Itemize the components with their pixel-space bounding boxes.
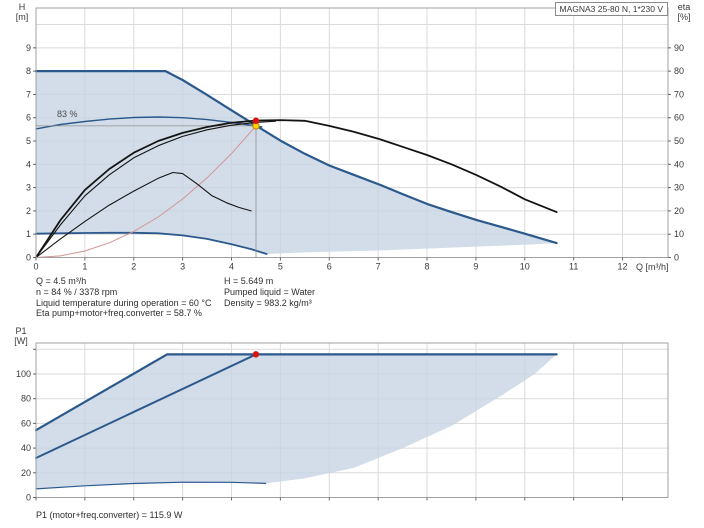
duty-head-text: H = 5.649 m	[224, 276, 274, 286]
y-axis-tick-label: 40	[21, 443, 31, 453]
eta-axis-tick-label: 80	[674, 66, 684, 76]
eta-axis-tick-label: 40	[674, 159, 684, 169]
p1-axis-title: P1 [W]	[8, 326, 34, 346]
duty-point-eta	[252, 117, 260, 124]
y-axis-tick-label: 8	[26, 66, 31, 76]
duty-info-right: H = 5.649 m Pumped liquid = Water Densit…	[224, 276, 315, 308]
speed-curve-label: 83 %	[57, 109, 78, 119]
duty-flow-text: Q = 4.5 m³/h	[36, 276, 87, 286]
eta-total-curve	[35, 119, 558, 259]
eta-axis-tick-label: 0	[674, 253, 679, 263]
eta-axis-tick-label: 60	[674, 113, 684, 123]
y-axis-tick-label: 80	[21, 394, 31, 404]
q-axis-unit-label: Q [m³/h]	[636, 262, 669, 272]
eta-axis-tick-label: 90	[674, 43, 684, 53]
eta-axis-tick-label: 20	[674, 206, 684, 216]
x-axis-tick-label: 5	[278, 262, 283, 272]
density-text: Density = 983.2 kg/m³	[224, 297, 312, 308]
x-axis-tick-label: 0	[33, 262, 38, 272]
y-axis-tick-label: 6	[26, 113, 31, 123]
p1-axis-title-symbol: P1	[15, 326, 27, 336]
x-axis-tick-label: 12	[618, 262, 628, 272]
x-axis-tick-label: 4	[229, 262, 234, 272]
p1-max-speed-curve	[34, 353, 558, 432]
y-axis-tick-label: 3	[26, 183, 31, 193]
x-axis-tick-label: 8	[425, 262, 430, 272]
max-speed-curve	[34, 70, 558, 245]
pumped-liquid-text: Pumped liquid = Water	[224, 286, 315, 297]
x-axis-tick-label: 9	[473, 262, 478, 272]
eta-axis-title: eta [%]	[671, 2, 697, 22]
p1-axis-title-unit: [W]	[14, 336, 28, 346]
y-axis-tick-label: 0	[26, 253, 31, 263]
duty-efficiency-text: Eta pump+motor+freq.converter = 58.7 %	[36, 308, 202, 319]
duty-speed-text: n = 84 % / 3378 rpm	[36, 286, 118, 297]
plot-border	[35, 7, 669, 258]
duty-info-left: Q = 4.5 m³/h n = 84 % / 3378 rpm Liquid …	[36, 276, 211, 319]
p1-current-speed-curve	[35, 353, 257, 459]
pump-title-box: MAGNA3 25-80 N, 1*230 V	[554, 2, 668, 16]
y-axis-tick-label: 1	[26, 229, 31, 239]
eta-pump-curve	[35, 120, 277, 259]
x-axis-tick-label: 7	[376, 262, 381, 272]
liquid-temperature-text: Liquid temperature during operation = 60…	[36, 297, 212, 308]
h-axis-title-unit: [m]	[15, 12, 29, 22]
min-speed-curve	[35, 231, 268, 255]
y-axis-tick-label: 60	[21, 418, 31, 428]
eta-reduced-speed-curve	[35, 171, 252, 259]
y-axis-tick-label: 5	[26, 136, 31, 146]
eta-axis-title-unit: [%]	[677, 12, 691, 22]
h-axis-title-symbol: H	[18, 2, 26, 12]
p1-min-speed-curve	[35, 481, 267, 490]
p1-envelope-fill	[36, 354, 557, 489]
x-axis-tick-label: 11	[569, 262, 578, 272]
y-axis-tick-label: 100	[16, 369, 31, 379]
x-axis-tick-label: 2	[131, 262, 136, 272]
duty-point-p1	[252, 351, 260, 358]
y-axis-tick-label: 20	[21, 468, 31, 478]
y-axis-tick-label: 4	[26, 159, 31, 169]
p1-reading-text: P1 (motor+freq.converter) = 115.9 W	[36, 510, 183, 520]
plot-border	[35, 342, 669, 498]
y-axis-tick-label: 2	[26, 206, 31, 216]
y-axis-tick-label: 0	[26, 493, 31, 503]
x-axis-tick-label: 6	[327, 262, 332, 272]
eta-axis-tick-label: 70	[674, 89, 684, 99]
system-curve	[35, 125, 257, 258]
operating-envelope-fill	[36, 71, 557, 254]
y-axis-tick-label: 9	[26, 43, 31, 53]
x-axis-tick-label: 10	[520, 262, 530, 272]
eta-axis-tick-label: 30	[674, 183, 684, 193]
y-axis-tick-label: 7	[26, 89, 31, 99]
x-axis-tick-label: 1	[82, 262, 87, 272]
h-axis-title: H [m]	[10, 2, 34, 22]
eta-axis-tick-label: 50	[674, 136, 684, 146]
eta-axis-title-symbol: eta	[677, 2, 691, 12]
current-speed-curve-83pct	[35, 116, 263, 130]
eta-axis-tick-label: 10	[674, 229, 684, 239]
x-axis-tick-label: 3	[180, 262, 185, 272]
